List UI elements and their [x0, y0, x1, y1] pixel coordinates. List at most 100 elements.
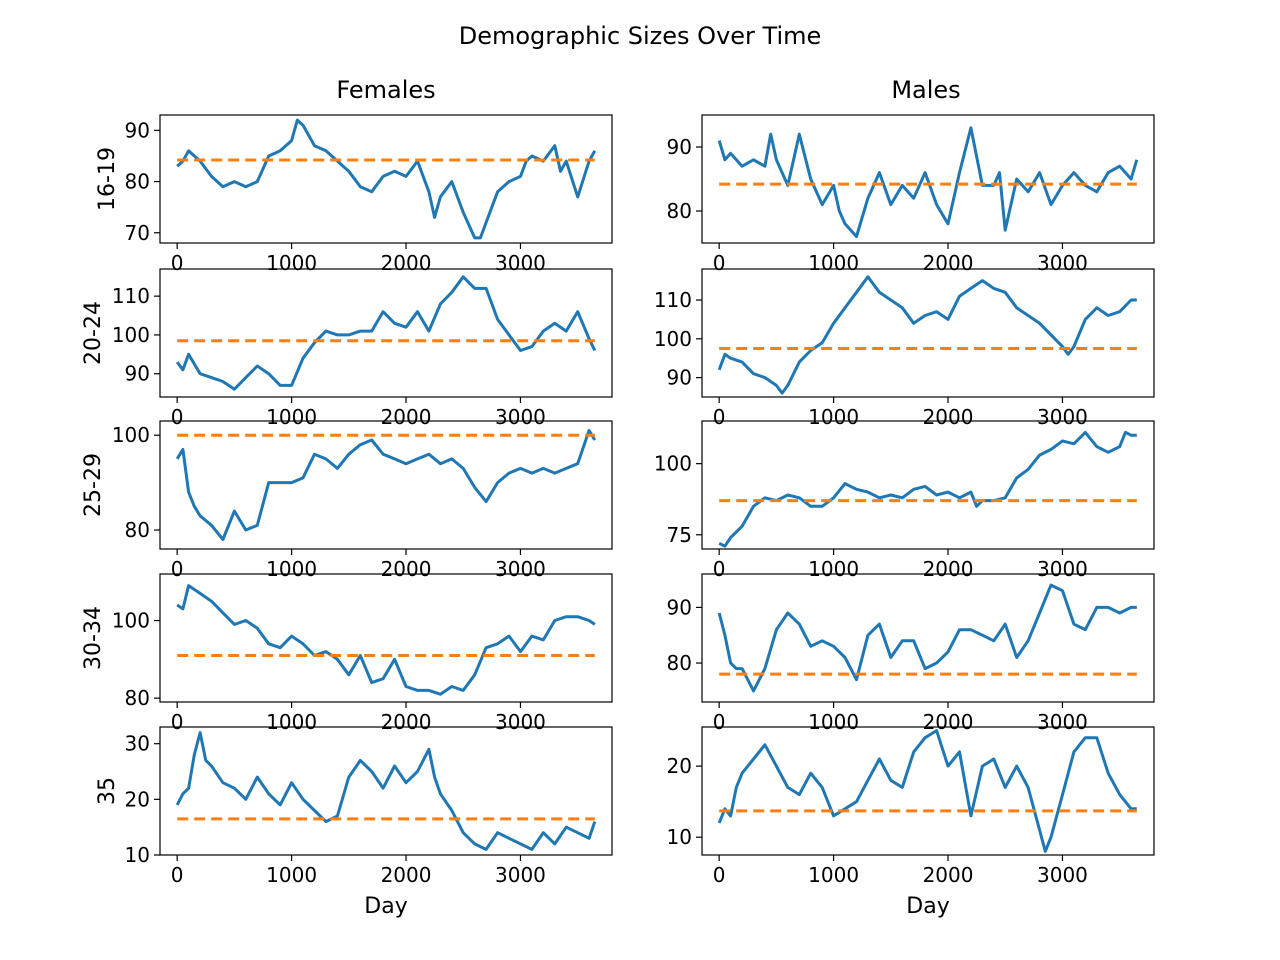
x-tick-label: 1000: [808, 405, 859, 429]
series-line: [175, 731, 597, 851]
y-tick-label: 100: [112, 323, 150, 347]
x-tick-label: 2000: [923, 710, 974, 734]
x-tick-label: 3000: [1037, 710, 1088, 734]
x-tick-label: 1000: [266, 251, 317, 275]
x-axis-label: Day: [364, 894, 407, 919]
y-tick-label: 100: [112, 423, 150, 447]
x-tick-label: 1000: [808, 710, 859, 734]
y-tick-label: 80: [667, 651, 692, 675]
y-tick-label: 80: [125, 170, 150, 194]
axes-frame: [159, 573, 613, 703]
x-tick-label: 2000: [381, 251, 432, 275]
column-title-females: Females: [336, 76, 435, 104]
x-tick-label: 0: [713, 251, 726, 275]
series-line: [175, 429, 597, 541]
y-axis-label: 16-19: [95, 147, 120, 211]
y-axis-label: 35: [95, 777, 120, 805]
y-tick-label: 75: [667, 523, 692, 547]
y-tick-label: 110: [654, 288, 692, 312]
series-line: [717, 275, 1137, 395]
x-tick-label: 1000: [266, 710, 317, 734]
x-tick-label: 3000: [495, 863, 546, 887]
x-tick-label: 2000: [923, 251, 974, 275]
y-tick-label: 100: [654, 452, 692, 476]
y-axis-label: 20-24: [81, 301, 106, 365]
x-tick-label: 3000: [495, 557, 546, 581]
y-tick-label: 110: [112, 284, 150, 308]
y-tick-label: 10: [667, 825, 692, 849]
x-tick-label: 2000: [381, 863, 432, 887]
x-tick-label: 1000: [808, 557, 859, 581]
y-tick-label: 20: [125, 787, 150, 811]
x-tick-label: 2000: [381, 710, 432, 734]
y-tick-label: 70: [125, 221, 150, 245]
x-tick-label: 0: [713, 863, 726, 887]
axes-frame: [701, 420, 1155, 550]
x-tick-label: 3000: [1037, 863, 1088, 887]
x-tick-label: 1000: [808, 251, 859, 275]
y-tick-label: 100: [112, 609, 150, 633]
x-tick-label: 0: [171, 557, 184, 581]
y-tick-label: 10: [125, 843, 150, 867]
y-tick-label: 80: [125, 518, 150, 542]
series-line: [717, 583, 1137, 693]
axes-frame: [159, 726, 613, 856]
x-tick-label: 0: [713, 710, 726, 734]
x-tick-label: 1000: [266, 405, 317, 429]
axes-frame: [159, 114, 613, 244]
series-line: [717, 126, 1139, 239]
x-tick-label: 3000: [1037, 251, 1088, 275]
y-tick-label: 30: [125, 732, 150, 756]
y-tick-label: 90: [667, 135, 692, 159]
x-tick-label: 3000: [495, 251, 546, 275]
y-tick-label: 90: [125, 362, 150, 386]
x-axis-label: Day: [906, 894, 949, 919]
x-tick-label: 2000: [381, 405, 432, 429]
series-line: [175, 275, 597, 391]
column-title-males: Males: [891, 76, 960, 104]
y-tick-label: 90: [125, 118, 150, 142]
y-tick-label: 80: [125, 686, 150, 710]
subplot-males-1: 0 1000 2000 3000 80 90: [667, 114, 1155, 275]
y-tick-label: 90: [667, 595, 692, 619]
series-line: [176, 118, 597, 240]
x-tick-label: 2000: [381, 557, 432, 581]
subplot-males-4: 0 1000 2000 3000 80 90: [667, 573, 1155, 734]
x-tick-label: 2000: [923, 863, 974, 887]
x-tick-label: 0: [171, 251, 184, 275]
y-tick-label: 100: [654, 327, 692, 351]
axes-frame: [701, 726, 1155, 856]
x-tick-label: 1000: [808, 863, 859, 887]
y-axis-label: 30-34: [81, 606, 106, 670]
x-tick-label: 0: [171, 405, 184, 429]
axes-frame: [159, 420, 613, 550]
x-tick-label: 1000: [266, 863, 317, 887]
y-axis-label: 25-29: [81, 453, 106, 517]
figure-title: Demographic Sizes Over Time: [459, 22, 822, 50]
subplot-males-2: 0 1000 2000 3000 90 100 110: [654, 268, 1155, 429]
series-line: [718, 430, 1137, 548]
axes-frame: [701, 268, 1155, 398]
axes-frame: [701, 573, 1155, 703]
x-tick-label: 1000: [266, 557, 317, 581]
x-tick-label: 3000: [1037, 405, 1088, 429]
subplot-males-3: 0 1000 2000 3000 75 100: [654, 420, 1155, 581]
axes-frame: [159, 268, 613, 398]
x-tick-label: 3000: [1037, 557, 1088, 581]
y-tick-label: 90: [667, 366, 692, 390]
x-tick-label: 0: [171, 710, 184, 734]
x-tick-label: 0: [713, 405, 726, 429]
x-tick-label: 3000: [495, 405, 546, 429]
x-tick-label: 2000: [923, 557, 974, 581]
series-line: [176, 584, 596, 696]
y-tick-label: 80: [667, 199, 692, 223]
subplot-males-5: 0 1000 2000 3000 10 20 Day: [667, 726, 1155, 919]
y-tick-label: 20: [667, 754, 692, 778]
